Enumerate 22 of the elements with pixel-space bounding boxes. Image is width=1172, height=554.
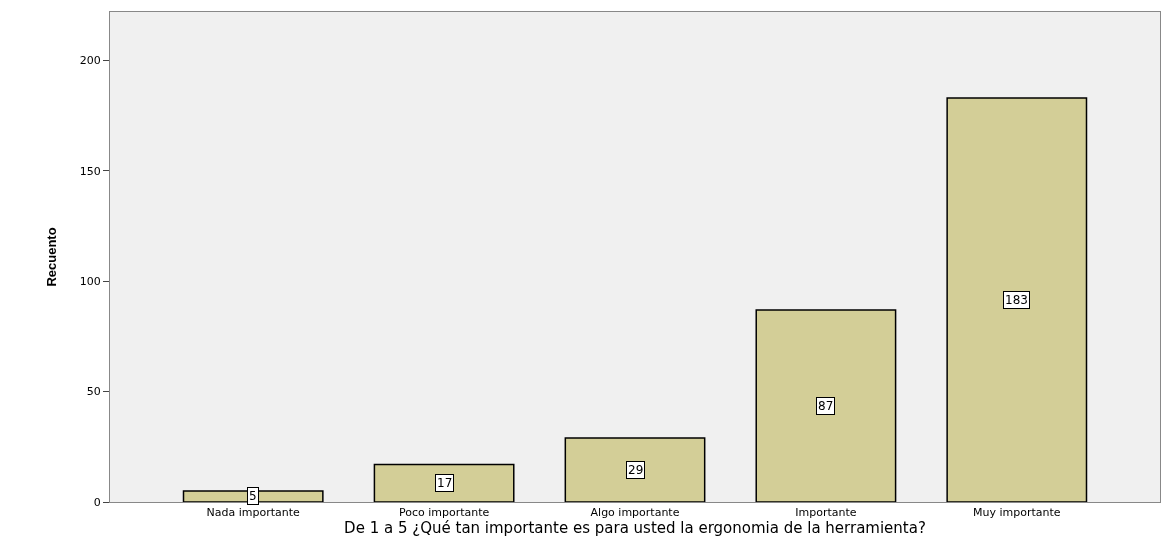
x-tick-label: Muy importante (973, 506, 1061, 520)
data-label: 87 (818, 399, 834, 413)
y-tick-label: 150 (79, 164, 101, 178)
x-tick-label: Importante (795, 506, 857, 520)
x-tick-label: Poco importante (398, 506, 490, 520)
y-tick-label: 100 (79, 275, 101, 289)
bar (946, 97, 1088, 502)
bar (755, 309, 897, 502)
bar (373, 463, 515, 502)
y-tick-label: 50 (86, 385, 101, 399)
y-tick-label: 200 (79, 54, 101, 68)
y-axis-title: Recuento (43, 227, 59, 287)
x-tick-label: Algo importante (590, 506, 680, 520)
data-label: 17 (437, 476, 453, 490)
x-axis-title: De 1 a 5 ¿Qué tan importante es para usted la ergonomia de la herramienta? (344, 519, 926, 538)
bar (564, 437, 706, 502)
data-label: 183 (1005, 293, 1028, 307)
data-label: 5 (249, 489, 257, 503)
bar (182, 490, 324, 502)
data-label: 29 (628, 463, 644, 477)
x-tick-label: Nada importante (206, 506, 301, 520)
y-tick-label: 0 (93, 495, 101, 509)
